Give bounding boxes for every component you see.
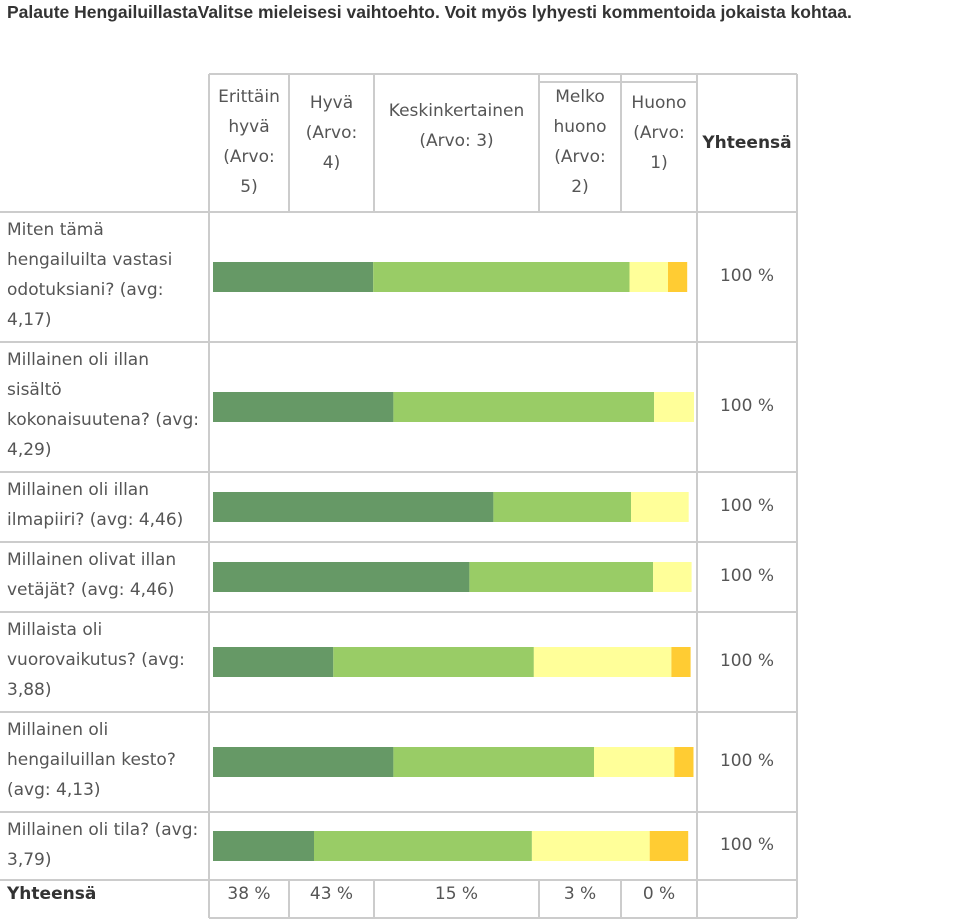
bar-segment <box>213 562 470 592</box>
row-total-value: 100 % <box>719 835 774 855</box>
page-title: Palaute HengailuillastaValitse mieleises… <box>7 2 852 22</box>
bar-segment <box>314 831 532 861</box>
row-total-value: 100 % <box>719 496 774 516</box>
footer-value: 38 % <box>227 884 271 904</box>
column-header-line: hyvä <box>228 117 270 137</box>
column-header-line: (Arvo: <box>305 123 358 143</box>
question-label: Millainen oli illan sisältö kokonaisuute… <box>7 350 199 460</box>
bar-segment <box>629 262 668 292</box>
bar-segment <box>213 392 394 422</box>
column-header-line: 1) <box>650 153 668 173</box>
bar-segment <box>393 747 594 777</box>
row-total-value: 100 % <box>719 651 774 671</box>
column-header-line: Melko <box>555 87 605 107</box>
column-header-line: Huono <box>631 93 687 113</box>
row-total-value: 100 % <box>719 751 774 771</box>
bar-segment <box>333 647 534 677</box>
bar-segment <box>493 492 631 522</box>
column-header-line: (Arvo: <box>633 123 685 143</box>
column-header: Hyvä (Arvo: 4) <box>289 88 374 178</box>
footer-value: 0 % <box>642 884 676 904</box>
bar-segment <box>668 262 688 292</box>
bar-segment <box>653 562 692 592</box>
footer-total-label: Yhteensä <box>7 884 97 904</box>
column-header-line: Keskinkertainen <box>388 101 525 121</box>
bar-segment <box>631 492 689 522</box>
column-header: Huono (Arvo: 1) <box>621 88 697 178</box>
column-header: Erittäin hyvä (Arvo: 5) <box>209 82 289 202</box>
bars <box>213 262 694 861</box>
bar-segment <box>213 831 314 861</box>
bar-segment <box>671 647 691 677</box>
column-header-line: Hyvä <box>309 93 354 113</box>
bar-segment <box>393 392 655 422</box>
footer-value: 3 % <box>563 884 597 904</box>
bar-segment <box>469 562 654 592</box>
bar-segment <box>533 647 672 677</box>
bar-segment <box>213 747 394 777</box>
column-header-line: (Arvo: 3) <box>419 131 494 151</box>
bar-segment <box>531 831 650 861</box>
column-header-line: huono <box>553 117 607 137</box>
question-label: Millainen oli illan ilmapiiri? (avg: 4,4… <box>7 480 184 530</box>
bar-segment <box>213 492 494 522</box>
question-label: Millaista oli vuorovaikutus? (avg: 3,88) <box>7 620 185 700</box>
row-total-value: 100 % <box>719 396 774 416</box>
bar-segment <box>649 831 689 861</box>
question-label: Millainen olivat illan vetäjät? (avg: 4,… <box>7 550 177 600</box>
column-header: Keskinkertainen (Arvo: 3) <box>374 96 539 156</box>
column-header-line: 5) <box>240 177 258 197</box>
column-header-line: (Arvo: <box>223 147 275 167</box>
column-header: Melko huono (Arvo: 2) <box>539 82 621 202</box>
column-header-line: 4) <box>322 153 341 173</box>
question-label: Millainen oli hengailuillan kesto? (avg:… <box>7 720 176 800</box>
total-column-header: Yhteensä <box>702 133 792 153</box>
footer-value: 15 % <box>434 884 479 904</box>
column-header-line: Erittäin <box>218 87 280 107</box>
bar-segment <box>373 262 630 292</box>
bar-segment <box>213 647 334 677</box>
column-header-line: (Arvo: <box>554 147 606 167</box>
footer-value: 43 % <box>309 884 354 904</box>
bar-segment <box>213 262 374 292</box>
row-total-value: 100 % <box>719 566 774 586</box>
grid-lines <box>0 73 798 919</box>
question-label: Millainen oli tila? (avg: 3,79) <box>7 820 199 870</box>
bar-segment <box>594 747 675 777</box>
bar-segment <box>654 392 694 422</box>
bar-segment <box>674 747 694 777</box>
question-label: Miten tämä hengailuilta vastasi odotuksi… <box>7 220 173 330</box>
column-header-line: 2) <box>571 177 589 197</box>
row-total-value: 100 % <box>719 266 774 286</box>
